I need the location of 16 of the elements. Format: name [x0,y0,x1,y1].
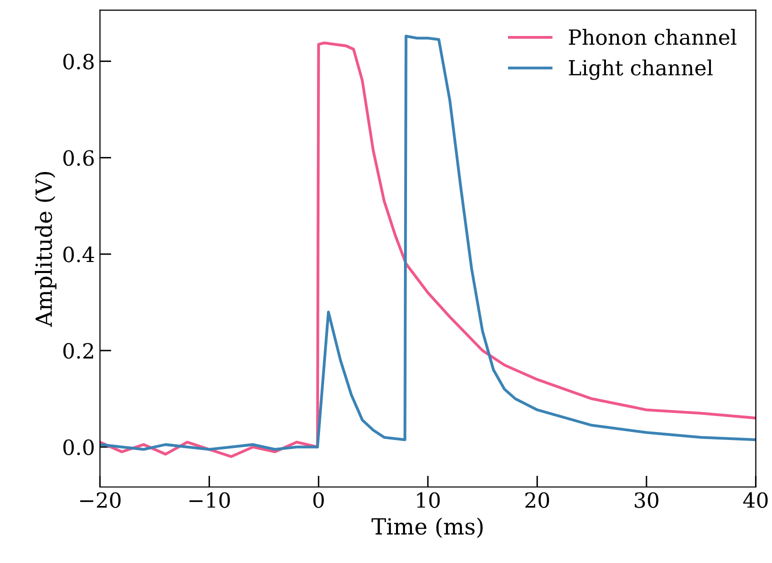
y-axis-title: Amplitude (V) [34,172,56,328]
x-axis-title: Time (ms) [372,518,483,538]
y-tick-label: 0.6 [63,150,94,166]
x-tick-label: −20 [80,492,121,508]
x-tick-label: 0 [313,492,324,508]
x-tick-label: 20 [525,492,550,508]
y-tick-label: 0.0 [63,439,94,456]
legend-label: Light channel [568,59,713,80]
x-tick-label: 10 [417,492,440,508]
y-tick-label: 0.8 [63,54,94,70]
x-tick-label: −10 [190,492,230,508]
x-tick-label: 30 [634,492,658,508]
y-tick-label: 0.2 [63,342,94,359]
x-tick-label: 40 [743,492,768,508]
legend-label: Phonon channel [568,28,736,46]
y-tick-label: 0.4 [63,246,94,262]
